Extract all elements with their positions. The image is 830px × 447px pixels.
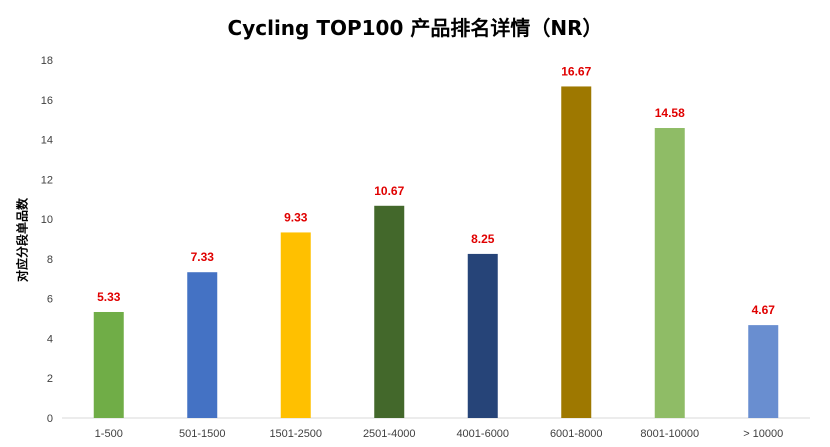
x-tick-label: 1-500 — [95, 428, 123, 440]
bar-value-label: 4.67 — [752, 303, 776, 317]
bar-value-label: 16.67 — [561, 64, 591, 78]
bar-value-label: 7.33 — [191, 250, 215, 264]
y-tick-label: 10 — [41, 214, 53, 226]
bar-value-label: 5.33 — [97, 290, 121, 304]
bar-value-label: 8.25 — [471, 232, 495, 246]
bar — [748, 325, 779, 418]
y-tick-label: 2 — [47, 373, 53, 385]
bar — [187, 272, 218, 418]
y-tick-label: 18 — [41, 55, 53, 67]
x-tick-label: 4001-6000 — [456, 428, 509, 440]
y-tick-label: 8 — [47, 254, 53, 266]
y-tick-label: 12 — [41, 174, 53, 186]
y-tick-label: 16 — [41, 95, 53, 107]
y-tick-label: 0 — [47, 413, 53, 425]
bar-value-label: 9.33 — [284, 210, 308, 224]
bar — [374, 205, 405, 418]
chart-bars — [93, 86, 779, 419]
chart-title: Cycling TOP100 产品排名详情（NR） — [227, 16, 603, 40]
bar — [93, 311, 124, 418]
chart-value-labels: 5.33 7.33 9.33 10.67 8.25 16.67 14.58 4.67 — [97, 64, 775, 317]
x-tick-label: 8001-10000 — [640, 428, 699, 440]
y-tick-label: 14 — [41, 135, 53, 147]
x-tick-label: 501-1500 — [179, 428, 226, 440]
x-tick-label: 6001-8000 — [550, 428, 603, 440]
bar — [280, 232, 311, 418]
x-tick-label: 1501-2500 — [269, 428, 322, 440]
x-tick-label: 2501-4000 — [363, 428, 416, 440]
x-tick-label: > 10000 — [743, 428, 783, 440]
bar — [654, 128, 685, 418]
bar — [561, 86, 592, 419]
bar-value-label: 14.58 — [655, 106, 685, 120]
bar-value-label: 10.67 — [374, 184, 404, 198]
y-tick-label: 6 — [47, 294, 53, 306]
bar — [467, 253, 498, 418]
y-tick-label: 4 — [47, 333, 53, 345]
chart-y-ticks: 0 2 4 6 8 10 12 14 16 18 — [41, 55, 53, 425]
chart-x-ticks: 1-500 501-1500 1501-2500 2501-4000 4001-6000… — [95, 428, 784, 440]
